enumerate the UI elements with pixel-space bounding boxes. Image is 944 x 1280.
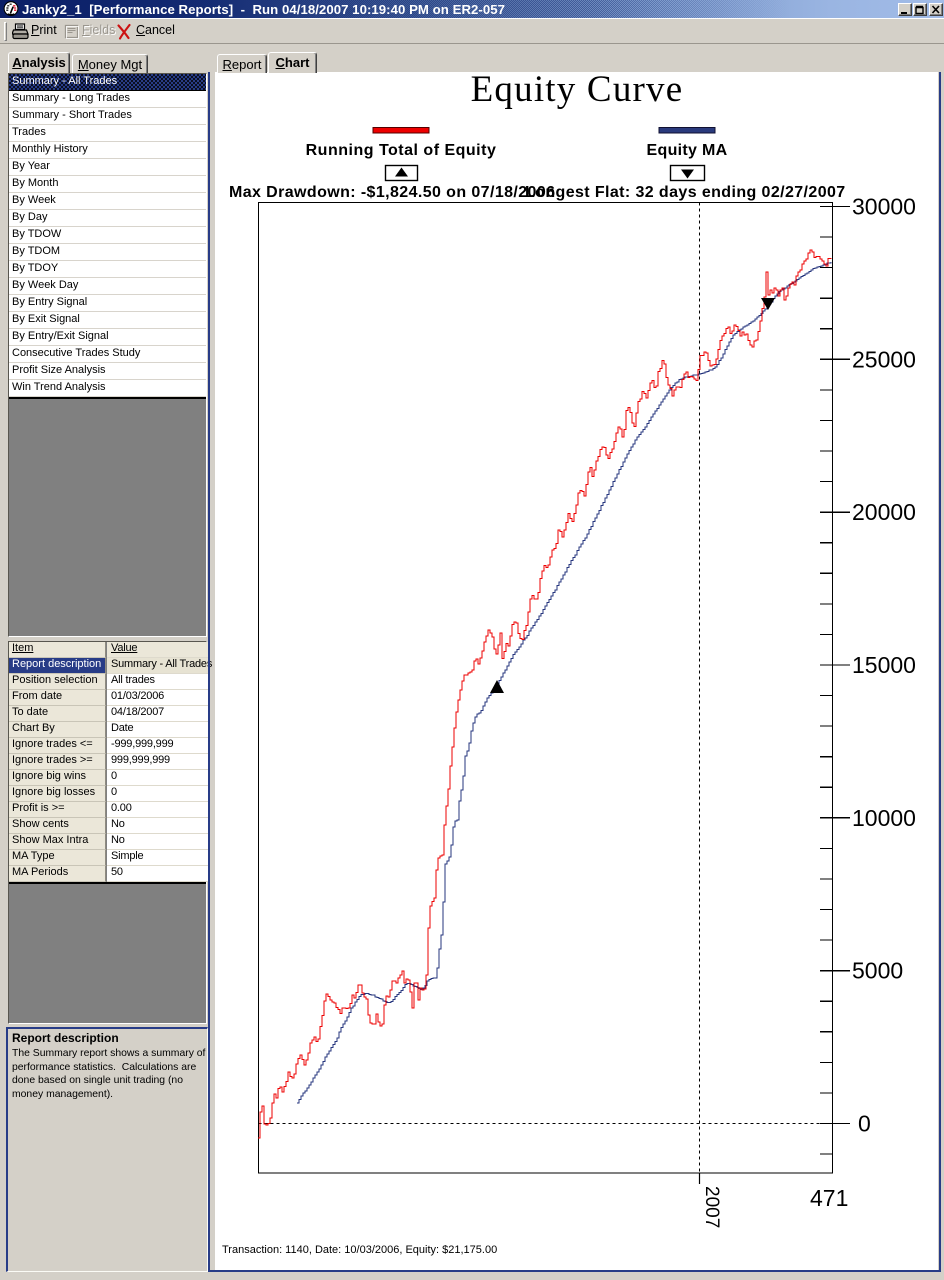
svg-text:2007: 2007 (701, 1186, 722, 1228)
svg-text:471: 471 (810, 1185, 848, 1211)
svg-text:25000: 25000 (852, 346, 916, 372)
svg-text:Max Drawdown: -$1,824.50 on 07: Max Drawdown: -$1,824.50 on 07/18/2006 (229, 184, 555, 201)
svg-text:Equity Curve: Equity Curve (471, 70, 684, 110)
svg-text:15000: 15000 (852, 652, 916, 678)
svg-text:5000: 5000 (852, 958, 903, 984)
svg-text:Equity MA: Equity MA (647, 142, 728, 159)
svg-text:Running Total of Equity: Running Total of Equity (306, 142, 497, 159)
svg-text:30000: 30000 (852, 194, 916, 220)
svg-text:Transaction: 1140, Date: 10/03: Transaction: 1140, Date: 10/03/2006, Equ… (222, 1244, 497, 1256)
svg-text:10000: 10000 (852, 805, 916, 831)
svg-text:0: 0 (858, 1111, 871, 1137)
svg-text:20000: 20000 (852, 499, 916, 525)
svg-text:Longest Flat: 32 days ending 0: Longest Flat: 32 days ending 02/27/2007 (525, 184, 846, 201)
